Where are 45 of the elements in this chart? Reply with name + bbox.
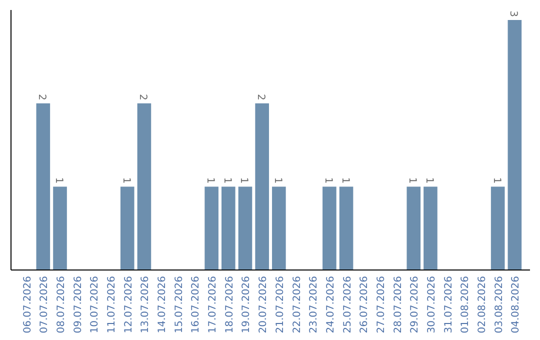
x-tick-label: 04.08.2026	[510, 276, 522, 334]
x-tick-label: 27.07.2026	[376, 276, 387, 334]
x-tick-label: 07.07.2026	[39, 276, 50, 334]
x-tick-label: 19.07.2026	[241, 276, 252, 334]
data-label: 1	[490, 177, 502, 184]
x-tick-label: 21.07.2026	[274, 276, 286, 334]
data-label: 1	[272, 177, 283, 184]
data-label: 1	[406, 177, 418, 184]
data-label: 1	[423, 177, 434, 184]
x-tick-label: 13.07.2026	[140, 276, 152, 334]
x-tick-label: 03.08.2026	[494, 276, 505, 334]
x-tick-label: 16.07.2026	[190, 276, 202, 334]
x-tick-label: 31.07.2026	[443, 276, 454, 334]
data-label: 2	[255, 94, 266, 100]
x-tick-label: 22.07.2026	[292, 276, 303, 334]
data-label: 1	[238, 177, 250, 184]
x-tick-label: 11.07.2026	[106, 276, 118, 334]
x-tick-label: 20.07.2026	[258, 276, 270, 334]
x-tick-label: 17.07.2026	[208, 276, 219, 334]
x-tick-label: 23.07.2026	[308, 276, 320, 334]
x-tick-label: 06.07.2026	[22, 276, 34, 334]
data-label: 1	[53, 177, 64, 184]
x-tick-label: 30.07.2026	[426, 276, 438, 334]
x-tick-label: 29.07.2026	[410, 276, 421, 334]
x-tick-label: 01.08.2026	[460, 276, 472, 334]
data-label: 1	[339, 177, 350, 184]
x-tick-label: 28.07.2026	[392, 276, 404, 334]
data-label: 1	[204, 177, 216, 184]
x-tick-label: 02.08.2026	[476, 276, 488, 334]
data-label: 1	[221, 177, 232, 184]
x-tick-label: 26.07.2026	[359, 276, 370, 334]
x-tick-label: 18.07.2026	[224, 276, 236, 334]
x-tick-label: 14.07.2026	[157, 276, 168, 334]
x-tick-label: 08.07.2026	[56, 276, 68, 334]
data-label: 3	[508, 10, 519, 17]
x-tick-label: 09.07.2026	[72, 276, 84, 334]
data-label: 1	[120, 177, 132, 184]
data-label: 2	[36, 94, 48, 100]
x-tick-label: 15.07.2026	[174, 276, 185, 334]
x-tick-label: 25.07.2026	[342, 276, 354, 334]
x-tick-label: 12.07.2026	[123, 276, 134, 334]
x-tick-label: 24.07.2026	[325, 276, 336, 334]
data-label: 1	[322, 177, 334, 184]
data-label: 2	[137, 94, 148, 100]
x-tick-label: 10.07.2026	[90, 276, 101, 334]
